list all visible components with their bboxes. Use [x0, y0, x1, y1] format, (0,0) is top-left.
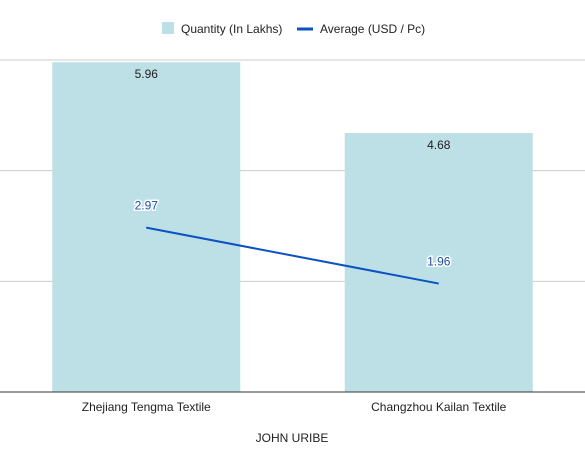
x-tick-labels: Zhejiang Tengma Textile Changzhou Kailan …: [82, 400, 507, 414]
line-series: [146, 226, 439, 285]
data-label-quantity: 4.68: [427, 138, 451, 152]
data-label-average: 1.96: [427, 255, 451, 269]
data-label-quantity: 5.96: [135, 67, 159, 81]
legend-label-average: Average (USD / Pc): [320, 22, 425, 36]
legend-label-quantity: Quantity (In Lakhs): [181, 22, 282, 36]
x-tick-label: Zhejiang Tengma Textile: [82, 400, 211, 414]
legend-swatch-quantity: [162, 22, 174, 34]
line-average: [146, 226, 439, 285]
data-label-average: 2.97: [135, 199, 159, 213]
data-labels: 5.96 4.68 2.97 1.96: [133, 67, 452, 270]
x-tick-label: Changzhou Kailan Textile: [371, 400, 507, 414]
bar-series: [52, 62, 533, 393]
legend: Quantity (In Lakhs) Average (USD / Pc): [162, 22, 425, 36]
bar-quantity: [52, 62, 241, 393]
x-axis-title: JOHN URIBE: [256, 431, 329, 445]
bar-quantity: [344, 133, 533, 393]
